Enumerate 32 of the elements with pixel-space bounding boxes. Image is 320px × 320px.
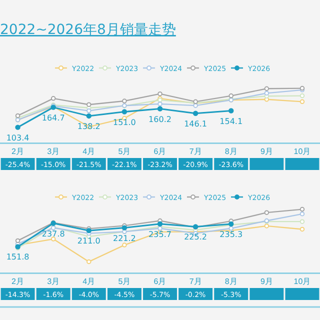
data-label: 151.8: [6, 252, 30, 262]
data-label: 237.8: [42, 229, 65, 238]
x-tick-label: 8月: [224, 276, 238, 286]
data-label: 103.4: [6, 133, 30, 142]
x-tick-label: 5月: [118, 276, 131, 286]
x-tick-label: 10月: [294, 276, 311, 286]
data-label: 146.1: [184, 119, 208, 128]
data-label: 225.2: [184, 232, 208, 242]
x-tick-label: 8月: [224, 146, 238, 156]
x-tick-label: 2月: [12, 276, 24, 286]
data-label: 151.0: [112, 118, 136, 127]
x-tick-label: 4月: [82, 276, 96, 286]
data-label: 221.2: [112, 234, 136, 243]
x-tick-label: 3月: [47, 276, 60, 286]
x-tick-label: 4月: [82, 146, 96, 156]
x-tick-label: 6月: [154, 276, 166, 286]
data-label: 235.7: [148, 230, 172, 239]
data-label: 160.2: [148, 114, 172, 124]
x-tick-label: 5月: [118, 146, 131, 156]
x-tick-label: 3月: [47, 146, 60, 156]
x-tick-label: 9月: [260, 276, 273, 286]
x-tick-label: 2月: [12, 146, 24, 156]
chart-title: 2022~2026年8月销量走势: [0, 22, 176, 38]
x-tick-label: 7月: [189, 146, 202, 156]
x-tick-label: 9月: [260, 146, 273, 156]
x-tick-label: 7月: [189, 276, 202, 286]
x-tick-label: 6月: [154, 146, 166, 156]
data-label: 235.3: [220, 230, 243, 239]
data-label: 154.1: [220, 116, 243, 126]
x-tick-label: 10月: [294, 146, 311, 156]
data-label: 164.7: [42, 113, 65, 122]
data-label: 211.0: [77, 236, 100, 246]
